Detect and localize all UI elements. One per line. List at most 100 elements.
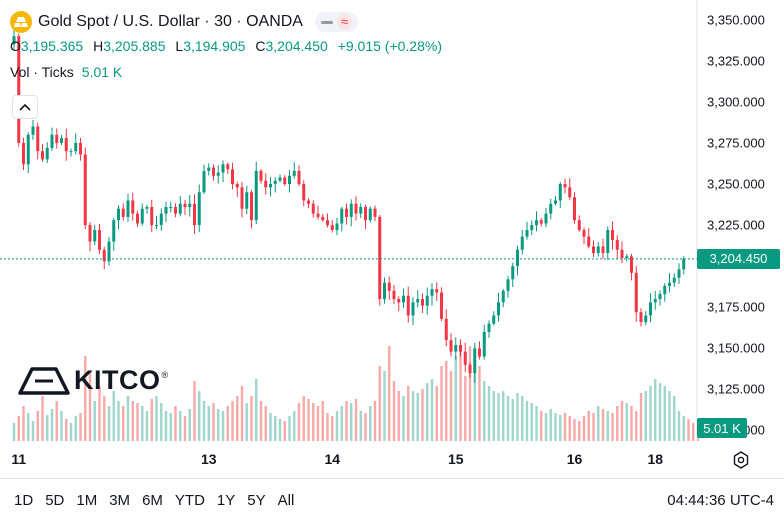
volume-label[interactable]: Vol · Ticks	[10, 64, 74, 80]
candle	[383, 277, 386, 304]
open-value: 3,195.365	[20, 38, 84, 54]
volume-bar	[274, 416, 277, 441]
volume-bar	[554, 413, 557, 441]
time-range-1m[interactable]: 1M	[76, 492, 98, 509]
volume-bar	[79, 413, 82, 441]
candle	[140, 203, 144, 226]
candle	[188, 195, 192, 217]
close-label: C	[255, 38, 266, 54]
volume-bar	[397, 391, 400, 441]
collapse-legend-button[interactable]	[12, 95, 38, 119]
volume-bar	[283, 421, 286, 441]
candle	[60, 134, 63, 146]
volume-bar	[22, 406, 25, 441]
volume-bar	[411, 391, 415, 441]
candle	[440, 287, 443, 322]
time-range-all[interactable]: All	[277, 492, 295, 509]
candle	[79, 137, 82, 161]
volume-bar	[221, 411, 225, 441]
time-range-ytd[interactable]: YTD	[174, 492, 205, 509]
clock-timezone[interactable]: 04:44:36 UTC-4	[667, 492, 774, 509]
settings-gear-icon	[733, 451, 749, 469]
volume-bar	[388, 346, 391, 441]
volume-bar	[582, 416, 586, 441]
candle	[55, 128, 59, 149]
candle	[64, 128, 68, 161]
candle	[155, 215, 158, 230]
candle	[316, 205, 320, 220]
candle	[468, 362, 472, 378]
candle	[653, 290, 657, 310]
market-status-pill[interactable]: ≈	[314, 12, 359, 32]
candle	[212, 164, 215, 181]
price-axis-label: 3,350.000	[707, 12, 765, 28]
volume-bar	[663, 386, 666, 441]
candle	[402, 288, 405, 309]
chevron-up-icon	[19, 103, 31, 111]
volume-bar	[682, 416, 685, 441]
volume-bar	[74, 416, 77, 441]
candle	[601, 238, 605, 259]
volume-bar	[649, 386, 652, 441]
candle	[411, 296, 415, 326]
candle	[368, 206, 372, 223]
candle	[487, 320, 491, 338]
volume-bar	[540, 411, 543, 441]
candle	[644, 311, 648, 326]
candle	[577, 215, 581, 232]
volume-bar	[259, 401, 263, 441]
volume-bar	[559, 415, 562, 441]
volume-bar	[426, 383, 429, 441]
candle	[345, 203, 348, 225]
time-range-5d[interactable]: 5D	[45, 492, 65, 509]
time-range-5y[interactable]: 5Y	[247, 492, 266, 509]
volume-bar	[84, 356, 87, 441]
volume-bar	[449, 371, 453, 441]
volume-bar	[635, 411, 638, 441]
volume-bar	[297, 403, 301, 441]
candle	[226, 162, 230, 174]
candle	[630, 253, 633, 281]
chart-settings-button[interactable]	[731, 450, 751, 470]
time-range-1y[interactable]: 1Y	[216, 492, 236, 509]
volume-bar	[654, 379, 657, 441]
candle	[321, 213, 325, 222]
candle	[582, 227, 586, 245]
volume-bar	[331, 416, 334, 441]
candle	[31, 120, 35, 140]
price-axis[interactable]: 3,350.000 3,325.000 3,300.000 3,275.000 3,25…	[697, 0, 784, 442]
volume-bar	[150, 399, 153, 441]
candle	[302, 180, 306, 207]
volume-bar	[117, 401, 120, 441]
candle	[463, 342, 467, 373]
minus-icon	[320, 20, 333, 24]
volume-bar	[345, 401, 348, 441]
symbol-title[interactable]: Gold Spot / U.S. Dollar · 30 · OANDA	[38, 13, 303, 30]
volume-bar	[126, 396, 130, 441]
volume-bar	[103, 396, 106, 441]
candle	[112, 217, 116, 251]
volume-bar	[179, 411, 182, 441]
volume-bar	[497, 393, 500, 441]
time-range-1d[interactable]: 1D	[14, 492, 34, 509]
registered-mark: ®	[161, 369, 169, 380]
volume-bar	[511, 399, 514, 441]
volume-bar	[188, 409, 191, 441]
candle	[283, 175, 287, 186]
candle	[178, 195, 182, 217]
time-range-6m[interactable]: 6M	[142, 492, 163, 509]
volume-bar	[12, 423, 16, 441]
wave-icon: ≈	[336, 14, 353, 30]
candle	[164, 201, 168, 223]
candle	[121, 203, 125, 221]
time-axis-label: 15	[447, 451, 464, 467]
candlesticks	[12, 30, 686, 383]
price-chart[interactable]	[0, 0, 784, 442]
volume-bar	[402, 396, 405, 441]
candle	[45, 142, 49, 163]
volume-bar	[340, 406, 343, 441]
candle	[554, 196, 557, 206]
volume-bar	[198, 391, 201, 441]
time-range-3m[interactable]: 3M	[109, 492, 131, 509]
candle	[364, 204, 367, 230]
